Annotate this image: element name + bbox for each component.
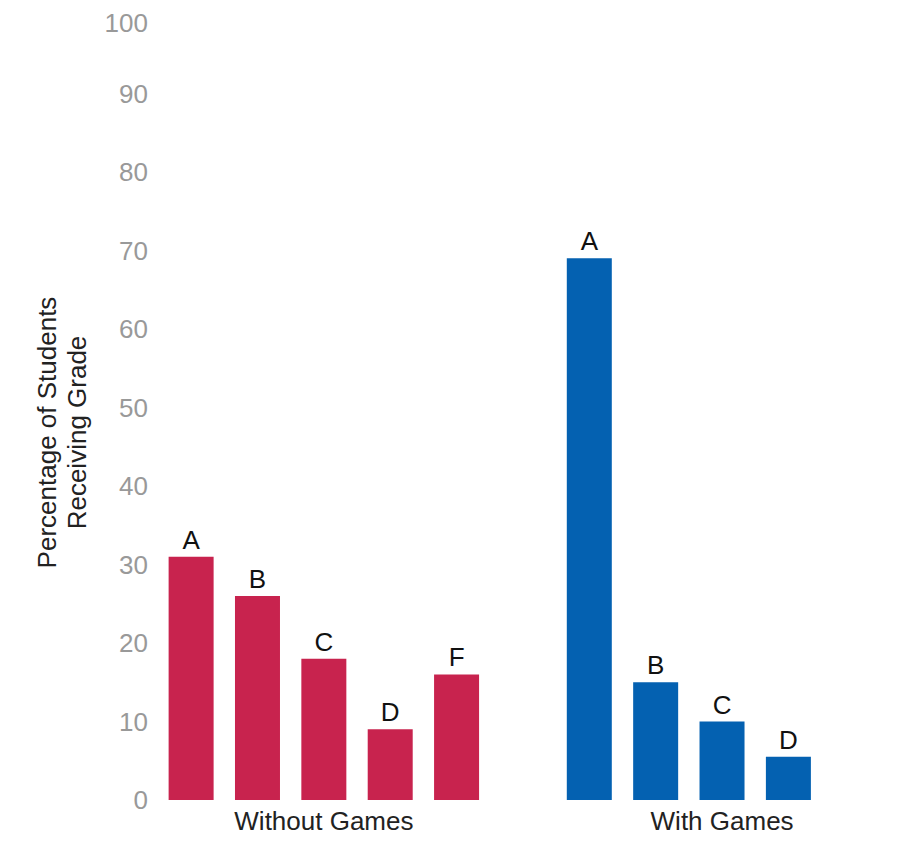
svg-text:Without Games: Without Games [234,806,413,833]
svg-text:20: 20 [119,628,148,658]
svg-text:A: A [581,226,599,256]
svg-text:100: 100 [105,8,148,38]
svg-text:10: 10 [119,707,148,737]
svg-text:60: 60 [119,314,148,344]
svg-text:B: B [249,564,266,594]
svg-text:90: 90 [119,79,148,109]
svg-text:A: A [182,525,200,555]
svg-text:D: D [381,697,400,727]
svg-text:40: 40 [119,471,148,501]
svg-text:80: 80 [119,157,148,187]
svg-text:With Games: With Games [651,806,794,833]
svg-text:70: 70 [119,236,148,266]
svg-text:0: 0 [134,785,148,815]
svg-text:F: F [449,642,465,672]
svg-text:B: B [647,650,664,680]
svg-text:50: 50 [119,393,148,423]
svg-text:Percentage of StudentsReceivin: Percentage of StudentsReceiving Grade [32,297,92,569]
svg-text:30: 30 [119,550,148,580]
svg-text:D: D [779,725,798,755]
svg-text:C: C [713,690,732,720]
svg-text:C: C [314,627,333,657]
